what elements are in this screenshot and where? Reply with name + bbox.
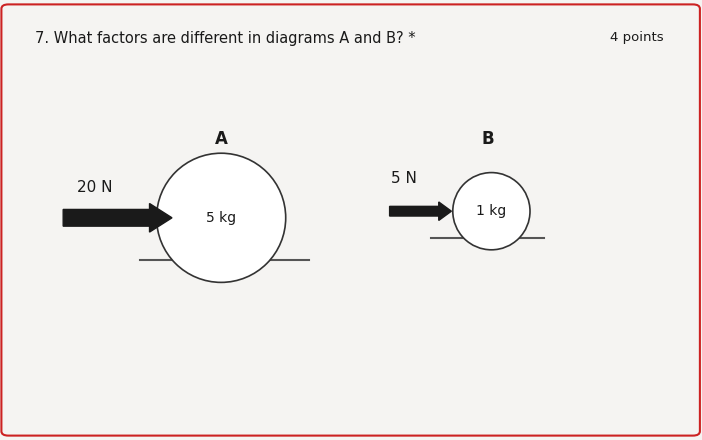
Text: B: B xyxy=(482,130,494,147)
Text: 20 N: 20 N xyxy=(77,180,112,194)
Text: A: A xyxy=(215,130,227,147)
FancyBboxPatch shape xyxy=(1,4,700,436)
Text: 1 kg: 1 kg xyxy=(476,204,507,218)
Text: 4 points: 4 points xyxy=(610,31,663,44)
Ellipse shape xyxy=(453,172,530,250)
FancyArrow shape xyxy=(390,202,451,220)
Ellipse shape xyxy=(157,153,286,282)
Text: 7. What factors are different in diagrams A and B? *: 7. What factors are different in diagram… xyxy=(35,31,416,46)
Text: 5 kg: 5 kg xyxy=(206,211,236,225)
Text: 5 N: 5 N xyxy=(391,171,416,186)
FancyArrow shape xyxy=(63,203,172,232)
